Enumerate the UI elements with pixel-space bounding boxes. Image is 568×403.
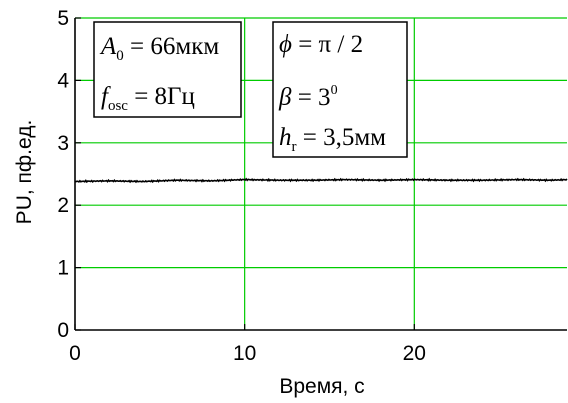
annotation-phase: ϕ = π / 2 xyxy=(279,31,363,58)
x-tick-labels: 0 10 20 xyxy=(69,342,426,365)
series-layer xyxy=(74,177,568,184)
x-axis-title: Время, с xyxy=(279,375,364,398)
y-tick-label: 1 xyxy=(57,257,69,280)
y-tick-label: 0 xyxy=(57,319,69,342)
x-tick-label: 20 xyxy=(403,342,426,365)
annotation-height: hr = 3,5мм xyxy=(279,124,386,155)
y-tick-label: 3 xyxy=(57,132,69,155)
annotation-box-parameters: ϕ = π / 2 β = 30 hr = 3,5мм xyxy=(272,21,408,158)
y-axis-title: PU, пф.ед. xyxy=(13,120,36,225)
y-tick-label: 2 xyxy=(57,194,69,217)
y-tick-label: 5 xyxy=(57,7,69,30)
x-tick-label: 10 xyxy=(233,342,256,365)
annotation-angle: β = 30 xyxy=(278,83,338,111)
y-tick-labels: 0 1 2 3 4 5 xyxy=(57,7,69,342)
annotation-frequency: fosc = 8Гц xyxy=(101,83,195,114)
annotation-amplitude: A0 = 66мкм xyxy=(99,33,219,64)
x-tick-label: 0 xyxy=(69,342,81,365)
axes xyxy=(74,17,567,331)
y-tick-label: 4 xyxy=(57,69,69,92)
series-line xyxy=(74,177,568,184)
annotation-box-amplitude: A0 = 66мкм fosc = 8Гц xyxy=(93,21,242,118)
